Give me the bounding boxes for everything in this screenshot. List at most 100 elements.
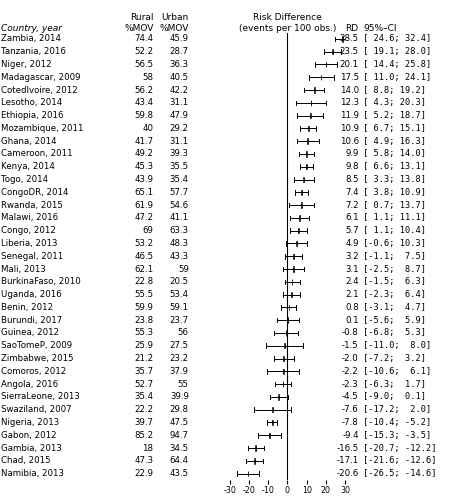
Text: -1.5: -1.5 <box>342 341 359 350</box>
Text: 7.2: 7.2 <box>345 200 359 209</box>
Text: 36.3: 36.3 <box>169 60 189 69</box>
Text: 41.1: 41.1 <box>169 214 189 222</box>
Bar <box>306 152 307 156</box>
Text: Risk Difference: Risk Difference <box>253 12 322 22</box>
Text: 47.9: 47.9 <box>170 111 189 120</box>
Text: Mali, 2013: Mali, 2013 <box>1 264 46 274</box>
Bar <box>298 228 299 234</box>
Text: 4.9: 4.9 <box>345 239 359 248</box>
Bar <box>272 407 273 412</box>
Bar <box>255 446 256 450</box>
Text: [-1.1;  7.5]: [-1.1; 7.5] <box>363 252 426 261</box>
Text: 31.1: 31.1 <box>169 98 189 108</box>
Text: [ 6.7; 15.1]: [ 6.7; 15.1] <box>363 124 426 133</box>
Text: [-6.8;  5.3]: [-6.8; 5.3] <box>363 328 426 338</box>
Text: [-9.0;  0.1]: [-9.0; 0.1] <box>363 392 426 402</box>
Text: [ 0.7; 13.7]: [ 0.7; 13.7] <box>363 200 426 209</box>
Text: Gambia, 2013: Gambia, 2013 <box>1 444 62 452</box>
Text: 31.1: 31.1 <box>169 136 189 145</box>
Text: Rwanda, 2015: Rwanda, 2015 <box>1 200 63 209</box>
Text: Burundi, 2017: Burundi, 2017 <box>1 316 62 324</box>
Text: 29.2: 29.2 <box>170 124 189 133</box>
Text: 56.5: 56.5 <box>134 60 153 69</box>
Text: Madagascar, 2009: Madagascar, 2009 <box>1 72 80 82</box>
Text: Urban: Urban <box>161 12 189 22</box>
Bar <box>287 318 288 323</box>
Text: 6.1: 6.1 <box>345 214 359 222</box>
Text: [ 14.4; 25.8]: [ 14.4; 25.8] <box>363 60 432 69</box>
Text: 23.7: 23.7 <box>169 316 189 324</box>
Text: 23.2: 23.2 <box>169 354 189 363</box>
Text: [-2.5;  8.7]: [-2.5; 8.7] <box>363 264 426 274</box>
Text: 28.7: 28.7 <box>169 47 189 56</box>
Text: Swaziland, 2007: Swaziland, 2007 <box>1 405 72 414</box>
Text: 20.5: 20.5 <box>169 278 189 286</box>
Text: Comoros, 2012: Comoros, 2012 <box>1 367 66 376</box>
Text: Namibia, 2013: Namibia, 2013 <box>1 469 64 478</box>
Text: 42.2: 42.2 <box>169 86 189 94</box>
Text: 56: 56 <box>178 328 189 338</box>
Text: %MOV: %MOV <box>160 24 189 32</box>
Text: 48.3: 48.3 <box>169 239 189 248</box>
Text: 59.8: 59.8 <box>135 111 153 120</box>
Text: 9.9: 9.9 <box>346 150 359 158</box>
Text: Cameroon, 2011: Cameroon, 2011 <box>1 150 73 158</box>
Text: 0.8: 0.8 <box>345 303 359 312</box>
Bar <box>307 138 308 144</box>
Text: 59.1: 59.1 <box>170 303 189 312</box>
Text: 10.6: 10.6 <box>339 136 359 145</box>
Text: [-20.7; -12.2]: [-20.7; -12.2] <box>363 444 437 452</box>
Bar <box>291 292 292 298</box>
Text: Benin, 2012: Benin, 2012 <box>1 303 53 312</box>
Text: 12.3: 12.3 <box>339 98 359 108</box>
Bar <box>292 279 293 284</box>
Text: 55: 55 <box>178 380 189 388</box>
Bar <box>326 62 327 67</box>
Text: [ 4.3; 20.3]: [ 4.3; 20.3] <box>363 98 426 108</box>
Bar <box>314 88 315 92</box>
Text: [ 1.1; 10.4]: [ 1.1; 10.4] <box>363 226 426 235</box>
Text: 2.4: 2.4 <box>345 278 359 286</box>
Text: [-3.1;  4.7]: [-3.1; 4.7] <box>363 303 426 312</box>
Text: 94.7: 94.7 <box>170 430 189 440</box>
Text: 41.7: 41.7 <box>134 136 153 145</box>
Text: [-26.5; -14.6]: [-26.5; -14.6] <box>363 469 437 478</box>
Text: [ 19.1; 28.0]: [ 19.1; 28.0] <box>363 47 432 56</box>
Text: 40: 40 <box>143 124 153 133</box>
Text: 43.5: 43.5 <box>169 469 189 478</box>
Bar <box>311 100 312 105</box>
Text: Angola, 2016: Angola, 2016 <box>1 380 58 388</box>
Text: BurkinaFaso, 2010: BurkinaFaso, 2010 <box>1 278 81 286</box>
Text: 22.2: 22.2 <box>134 405 153 414</box>
Text: [-10.4; -5.2]: [-10.4; -5.2] <box>363 418 432 427</box>
Text: 54.6: 54.6 <box>169 200 189 209</box>
Text: [-11.0;  8.0]: [-11.0; 8.0] <box>363 341 432 350</box>
Text: CotedIvoire, 2012: CotedIvoire, 2012 <box>1 86 78 94</box>
Text: 52.2: 52.2 <box>134 47 153 56</box>
Text: -2.0: -2.0 <box>342 354 359 363</box>
Bar <box>283 368 284 374</box>
Text: 25.9: 25.9 <box>135 341 153 350</box>
Text: 17.5: 17.5 <box>339 72 359 82</box>
Text: 3.2: 3.2 <box>345 252 359 261</box>
Text: 53.2: 53.2 <box>134 239 153 248</box>
Text: 85.2: 85.2 <box>134 430 153 440</box>
Text: -2.3: -2.3 <box>342 380 359 388</box>
Text: Gabon, 2012: Gabon, 2012 <box>1 430 57 440</box>
Text: Zambia, 2014: Zambia, 2014 <box>1 34 61 43</box>
Text: 59: 59 <box>178 264 189 274</box>
Bar <box>269 432 270 438</box>
Text: [ 8.8; 19.2]: [ 8.8; 19.2] <box>363 86 426 94</box>
Text: 18: 18 <box>143 444 153 452</box>
Text: -20.6: -20.6 <box>337 469 359 478</box>
Text: 39.9: 39.9 <box>170 392 189 402</box>
Text: SierraLeone, 2013: SierraLeone, 2013 <box>1 392 80 402</box>
Bar <box>342 36 343 42</box>
Text: 27.5: 27.5 <box>169 341 189 350</box>
Text: 49.2: 49.2 <box>135 150 153 158</box>
Text: 39.3: 39.3 <box>170 150 189 158</box>
Text: 63.3: 63.3 <box>169 226 189 235</box>
Bar <box>278 394 279 400</box>
Text: [-21.6; -12.6]: [-21.6; -12.6] <box>363 456 437 466</box>
Bar <box>332 49 333 54</box>
